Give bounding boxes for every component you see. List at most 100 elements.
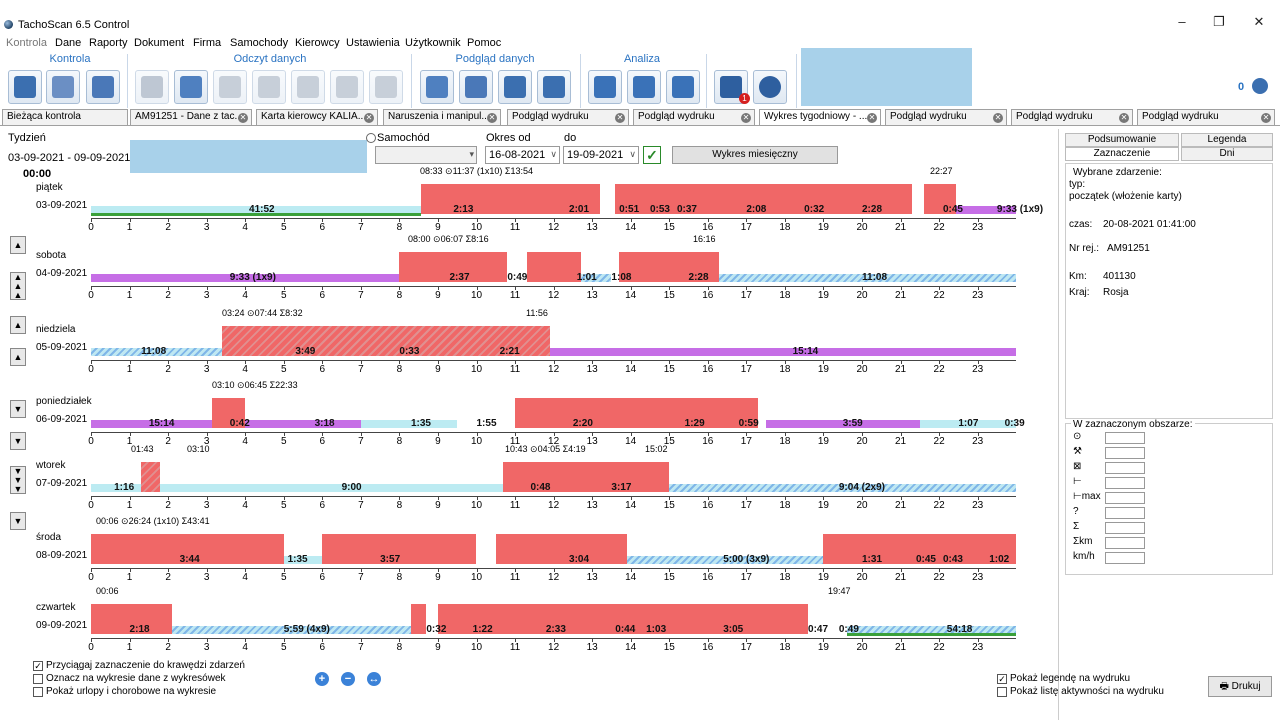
activity-segment[interactable]	[91, 348, 223, 356]
activity-segment[interactable]	[923, 184, 957, 214]
activity-segment[interactable]	[956, 206, 1017, 214]
read-tachograph-button[interactable]	[135, 70, 169, 104]
activity-print-checkbox[interactable]	[997, 687, 1007, 697]
nav-up-icon[interactable]: ▲	[10, 348, 26, 366]
close-tab-icon[interactable]: ✕	[238, 113, 248, 123]
tab-driver-card[interactable]: Karta kierowcy KALIA... ✕	[256, 109, 378, 125]
activity-segment[interactable]	[399, 252, 508, 282]
analysis-globe-button[interactable]	[588, 70, 622, 104]
power-button[interactable]	[753, 70, 787, 104]
activity-segment[interactable]	[619, 252, 720, 282]
menu-samochody[interactable]: Samochody	[230, 37, 289, 49]
zoom-out-icon[interactable]: −	[341, 672, 355, 686]
show-leave-checkbox[interactable]	[33, 687, 43, 697]
activity-segment[interactable]	[526, 252, 581, 282]
vehicle-radio[interactable]	[366, 133, 376, 143]
user-status-icon[interactable]	[1252, 78, 1268, 94]
read-t-button[interactable]	[252, 70, 286, 104]
menu-raporty[interactable]: Raporty	[89, 37, 128, 49]
zoom-fit-icon[interactable]: ↔	[367, 672, 381, 686]
legend-print-checkbox[interactable]: ✓	[997, 674, 1007, 684]
nav-up-double-icon[interactable]: ▲	[10, 316, 26, 334]
activity-segment[interactable]	[420, 184, 600, 214]
tab-vehicle-data[interactable]: AM91251 - Dane z tac... ✕	[130, 109, 252, 125]
nav-down-double-icon[interactable]: ▼	[10, 432, 26, 450]
menu-uzytkownik[interactable]: Użytkownik	[405, 37, 461, 49]
control-lock-button[interactable]	[86, 70, 120, 104]
activity-segment[interactable]	[669, 484, 1017, 492]
activity-segment[interactable]	[212, 398, 246, 428]
analysis-km-button[interactable]	[666, 70, 700, 104]
nav-last-icon[interactable]: ▼	[10, 512, 26, 530]
activity-segment[interactable]	[503, 462, 670, 492]
tab-print-preview[interactable]: Podgląd wydruku ✕	[1137, 109, 1275, 125]
activity-segment[interactable]	[515, 398, 758, 428]
activity-segment[interactable]	[91, 484, 504, 492]
activity-segment[interactable]	[171, 626, 411, 634]
close-tab-icon[interactable]: ✕	[364, 113, 374, 123]
nav-down-icon[interactable]: ▼	[10, 400, 26, 418]
activity-segment[interactable]	[91, 604, 172, 634]
read-folder-button[interactable]	[213, 70, 247, 104]
view-monthly-chart-button[interactable]	[537, 70, 571, 104]
maximize-icon[interactable]: ❐	[1213, 14, 1225, 29]
close-icon[interactable]: ✕	[1253, 14, 1265, 29]
close-tab-icon[interactable]: ✕	[1261, 113, 1271, 123]
tab-print-preview[interactable]: Podgląd wydruku ✕	[507, 109, 629, 125]
view-card-button[interactable]	[420, 70, 454, 104]
tab-summary[interactable]: Podsumowanie	[1065, 133, 1179, 147]
activity-segment[interactable]	[626, 556, 824, 564]
activity-segment[interactable]	[846, 633, 1017, 636]
activity-segment[interactable]	[580, 274, 612, 282]
activity-segment[interactable]	[91, 213, 421, 216]
activity-segment[interactable]	[322, 534, 477, 564]
activity-segment[interactable]	[549, 348, 1017, 356]
activity-segment[interactable]	[846, 626, 1017, 634]
activity-segment[interactable]	[919, 420, 1017, 428]
print-button[interactable]: 🖶 Drukuj	[1208, 676, 1272, 697]
activity-segment[interactable]	[245, 420, 361, 428]
nav-up-fast-icon[interactable]: ▲ ▲ ▲	[10, 272, 26, 300]
close-tab-icon[interactable]: ✕	[741, 113, 751, 123]
minimize-icon[interactable]: –	[1178, 14, 1186, 29]
apply-period-checkbox[interactable]: ✓	[643, 146, 661, 164]
activity-segment[interactable]	[410, 604, 427, 634]
menu-kierowcy[interactable]: Kierowcy	[295, 37, 340, 49]
activity-segment[interactable]	[91, 206, 421, 214]
tab-print-preview[interactable]: Podgląd wydruku ✕	[1011, 109, 1133, 125]
tab-print-preview[interactable]: Podgląd wydruku ✕	[885, 109, 1007, 125]
read-tr-button[interactable]	[291, 70, 325, 104]
menu-firma[interactable]: Firma	[193, 37, 222, 49]
activity-segment[interactable]	[91, 420, 213, 428]
messages-button[interactable]: 1	[714, 70, 750, 104]
activity-segment[interactable]	[91, 534, 284, 564]
menu-pomoc[interactable]: Pomoc	[467, 37, 502, 49]
view-device-button[interactable]	[459, 70, 493, 104]
tab-infringements[interactable]: Naruszenia i manipul... ✕	[383, 109, 501, 125]
nav-down-fast-icon[interactable]: ▼ ▼ ▼	[10, 466, 26, 494]
tab-weekly-chart[interactable]: Wykres tygodniowy - ... ✕	[759, 109, 881, 125]
monthly-chart-button[interactable]: Wykres miesięczny	[672, 146, 838, 164]
activity-segment[interactable]	[437, 604, 809, 634]
zoom-in-icon[interactable]: +	[315, 672, 329, 686]
close-tab-icon[interactable]: ✕	[615, 113, 625, 123]
activity-segment[interactable]	[283, 556, 323, 564]
read-upload-button[interactable]	[330, 70, 364, 104]
tab-legend[interactable]: Legenda	[1181, 133, 1273, 147]
activity-segment[interactable]	[615, 184, 631, 214]
close-tab-icon[interactable]: ✕	[867, 113, 877, 123]
activity-segment[interactable]	[823, 534, 1017, 564]
tab-print-preview[interactable]: Podgląd wydruku ✕	[633, 109, 755, 125]
vehicle-select[interactable]: ▾	[375, 146, 477, 164]
activity-segment[interactable]	[765, 420, 920, 428]
nav-first-icon[interactable]: ▲	[10, 236, 26, 254]
activity-segment[interactable]	[141, 462, 161, 492]
activity-segment[interactable]	[360, 420, 458, 428]
tab-current-control[interactable]: Bieżąca kontrola	[2, 109, 128, 125]
read-transfer-button[interactable]	[369, 70, 403, 104]
menu-dokument[interactable]: Dokument	[134, 37, 185, 49]
menu-ustawienia[interactable]: Ustawienia	[346, 37, 400, 49]
period-to-date[interactable]: 19-09-2021 ∨	[563, 146, 639, 164]
tab-selection[interactable]: Zaznaczenie	[1065, 147, 1179, 161]
tab-days[interactable]: Dni	[1181, 147, 1273, 161]
